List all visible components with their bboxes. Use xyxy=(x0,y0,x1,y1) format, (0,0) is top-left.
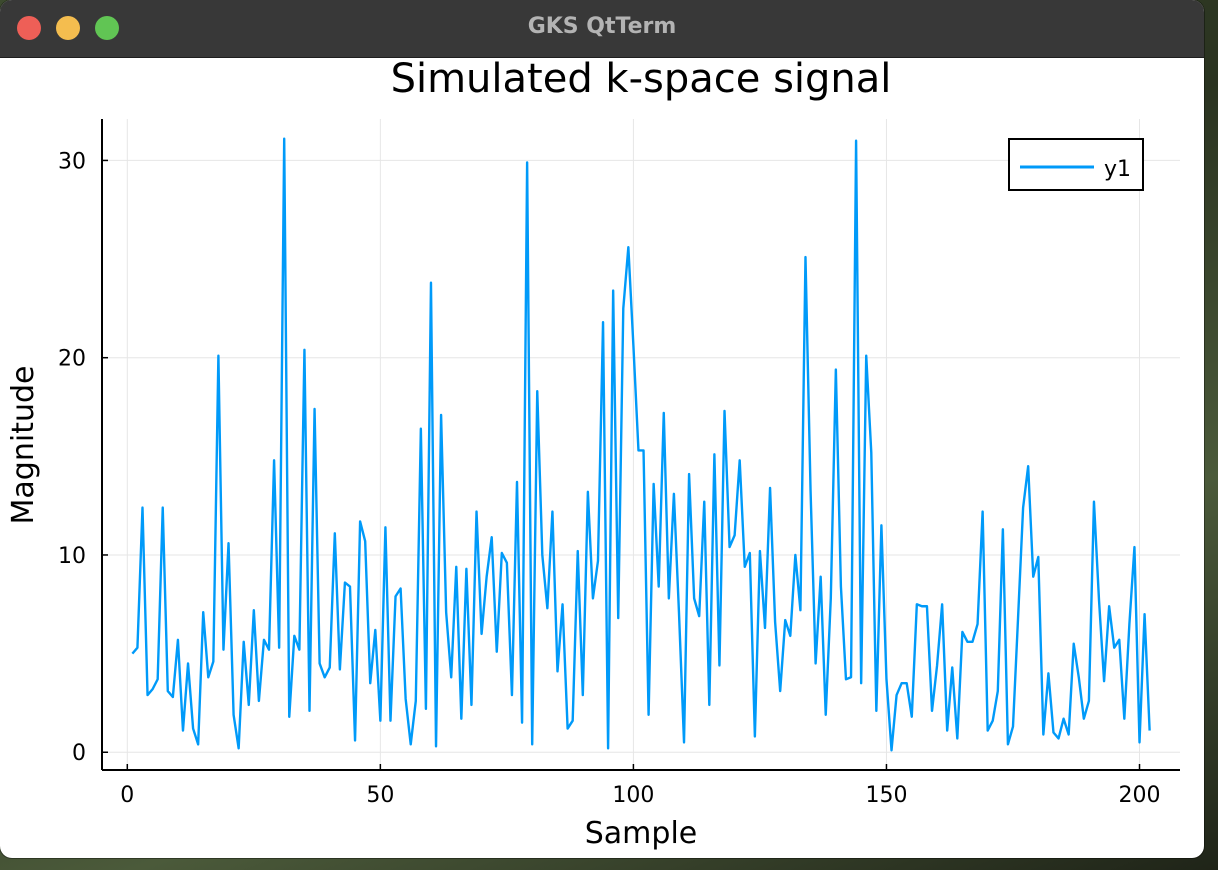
window-titlebar[interactable]: GKS QtTerm xyxy=(0,0,1204,58)
chart-area: Simulated k-space signal 0 50 100 150 200 0 10… xyxy=(0,56,1204,858)
zoom-window-button[interactable] xyxy=(95,16,119,40)
x-tick-label: 200 xyxy=(1119,783,1161,808)
tick-labels: 0 50 100 150 200 0 10 20 30 xyxy=(58,149,1161,808)
plot-window: GKS QtTerm Simulated k-space signal 0 50 1… xyxy=(0,0,1204,858)
x-tick-label: 0 xyxy=(120,783,134,808)
grid-lines xyxy=(102,119,1180,770)
y-tick-label: 10 xyxy=(58,544,86,569)
window-title: GKS QtTerm xyxy=(527,14,677,39)
axes xyxy=(101,119,1180,771)
legend-label: y1 xyxy=(1104,157,1131,182)
legend-box xyxy=(1008,138,1144,191)
x-axis-label: Sample xyxy=(585,816,698,851)
minimize-window-button[interactable] xyxy=(56,16,80,40)
x-tick-label: 50 xyxy=(366,783,394,808)
close-window-button[interactable] xyxy=(17,16,41,40)
chart-title: Simulated k-space signal xyxy=(391,57,892,102)
y-tick-label: 20 xyxy=(58,347,86,372)
line-chart: Simulated k-space signal 0 50 100 150 200 0 10… xyxy=(6,56,1180,851)
legend: y1 xyxy=(1008,138,1144,191)
x-tick-label: 100 xyxy=(612,783,654,808)
y-tick-label: 0 xyxy=(72,741,86,766)
y-axis-label: Magnitude xyxy=(6,366,41,525)
x-tick-label: 150 xyxy=(865,783,907,808)
series-line-y1 xyxy=(131,137,1151,752)
y-tick-label: 30 xyxy=(58,149,86,174)
series-layer xyxy=(131,137,1151,752)
